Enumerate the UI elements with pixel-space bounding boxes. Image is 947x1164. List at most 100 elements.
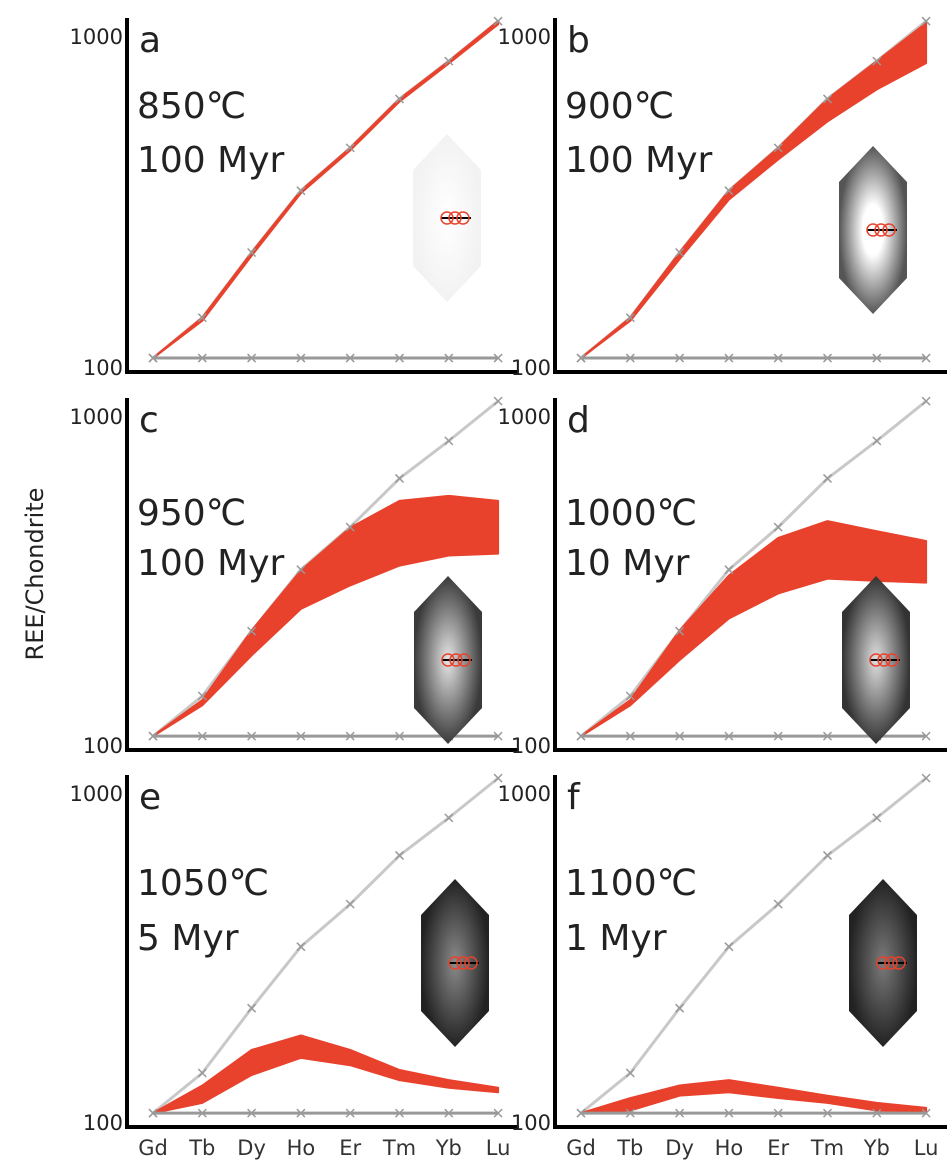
marker: [773, 143, 783, 153]
marker: [872, 436, 882, 446]
panel-label: c: [139, 400, 159, 441]
marker: [197, 353, 207, 363]
marker: [872, 1108, 882, 1118]
x-tick-label: Gd: [566, 1136, 596, 1160]
marker: [296, 942, 306, 952]
marker: [625, 1068, 635, 1078]
marker: [675, 1003, 685, 1013]
x-tick-label: Lu: [486, 1136, 511, 1160]
line: [152, 776, 500, 1115]
spot: [456, 211, 470, 225]
marker: [444, 813, 454, 823]
marker: [872, 813, 882, 823]
spot: [874, 223, 888, 237]
marker: [493, 731, 503, 741]
x-tick-label: Ho: [715, 1136, 744, 1160]
y-tick-label: 1000: [498, 405, 551, 429]
annotation: 1 Myr: [565, 918, 667, 959]
marker: [872, 353, 882, 363]
annotation: 100 Myr: [137, 140, 285, 181]
marker: [921, 773, 931, 783]
marker: [822, 94, 833, 104]
x-tick-label: Ho: [287, 1136, 316, 1160]
marker: [296, 565, 306, 575]
marker: [493, 1108, 503, 1118]
marker: [576, 353, 586, 363]
marker: [822, 731, 833, 741]
spot: [464, 956, 478, 970]
x-tick-label: Er: [339, 1136, 361, 1160]
marker: [444, 56, 454, 66]
marker: [675, 247, 685, 258]
marker: [247, 1003, 257, 1013]
annotation: 5 Myr: [137, 918, 239, 959]
marker: [296, 186, 306, 196]
spot: [456, 956, 470, 970]
marker: [625, 1108, 635, 1118]
marker: [921, 16, 931, 26]
range-band: [152, 494, 500, 738]
y-tick-label: 1000: [70, 25, 123, 49]
range-band: [580, 1079, 928, 1115]
marker: [724, 1108, 734, 1118]
annotation: 100 Myr: [137, 543, 285, 584]
marker: [394, 473, 405, 483]
marker: [148, 1108, 158, 1118]
panel-label: d: [567, 400, 590, 441]
marker: [625, 353, 635, 363]
range-band: [152, 1034, 500, 1115]
y-tick-label: 100: [83, 356, 123, 380]
marker: [724, 186, 734, 196]
range-band: [580, 22, 928, 360]
marker: [493, 16, 503, 26]
spot: [885, 653, 899, 667]
marker: [247, 731, 257, 741]
annotation: 100 Myr: [565, 140, 713, 181]
y-tick-label: 100: [511, 734, 551, 758]
marker: [822, 473, 833, 483]
marker: [773, 1108, 783, 1118]
marker: [148, 353, 158, 363]
marker: [675, 626, 685, 636]
marker: [921, 353, 931, 363]
marker: [675, 731, 685, 741]
marker: [493, 773, 503, 783]
line: [580, 399, 928, 738]
marker: [493, 396, 503, 406]
x-tick-label: Yb: [863, 1136, 890, 1160]
marker: [247, 1108, 257, 1118]
y-axis-title: REE/Chondrite: [21, 488, 49, 661]
marker: [296, 731, 306, 741]
y-tick-label: 1000: [70, 405, 123, 429]
marker: [822, 850, 833, 860]
x-tick-label: Yb: [435, 1136, 462, 1160]
spot: [869, 653, 883, 667]
x-tick-label: Tm: [810, 1136, 844, 1160]
y-tick-label: 100: [83, 1111, 123, 1135]
x-tick-label: Tb: [616, 1136, 643, 1160]
x-tick-label: Dy: [237, 1136, 266, 1160]
spot: [448, 956, 462, 970]
x-tick-label: Lu: [914, 1136, 939, 1160]
spot: [441, 653, 455, 667]
marker: [921, 396, 931, 406]
marker: [197, 1068, 207, 1078]
marker: [197, 1108, 207, 1118]
x-tick-label: Dy: [665, 1136, 694, 1160]
marker: [296, 353, 306, 363]
y-tick-label: 100: [83, 734, 123, 758]
range-band: [152, 20, 500, 360]
marker: [197, 313, 207, 323]
marker: [675, 353, 685, 363]
y-tick-label: 100: [511, 1111, 551, 1135]
marker: [625, 313, 635, 323]
marker: [345, 353, 355, 363]
marker: [394, 850, 405, 860]
annotation: 10 Myr: [565, 543, 690, 584]
marker: [444, 436, 454, 446]
marker: [872, 56, 882, 66]
annotation: 850℃: [137, 86, 246, 127]
marker: [493, 353, 503, 363]
marker: [822, 1108, 833, 1118]
marker: [394, 353, 405, 363]
